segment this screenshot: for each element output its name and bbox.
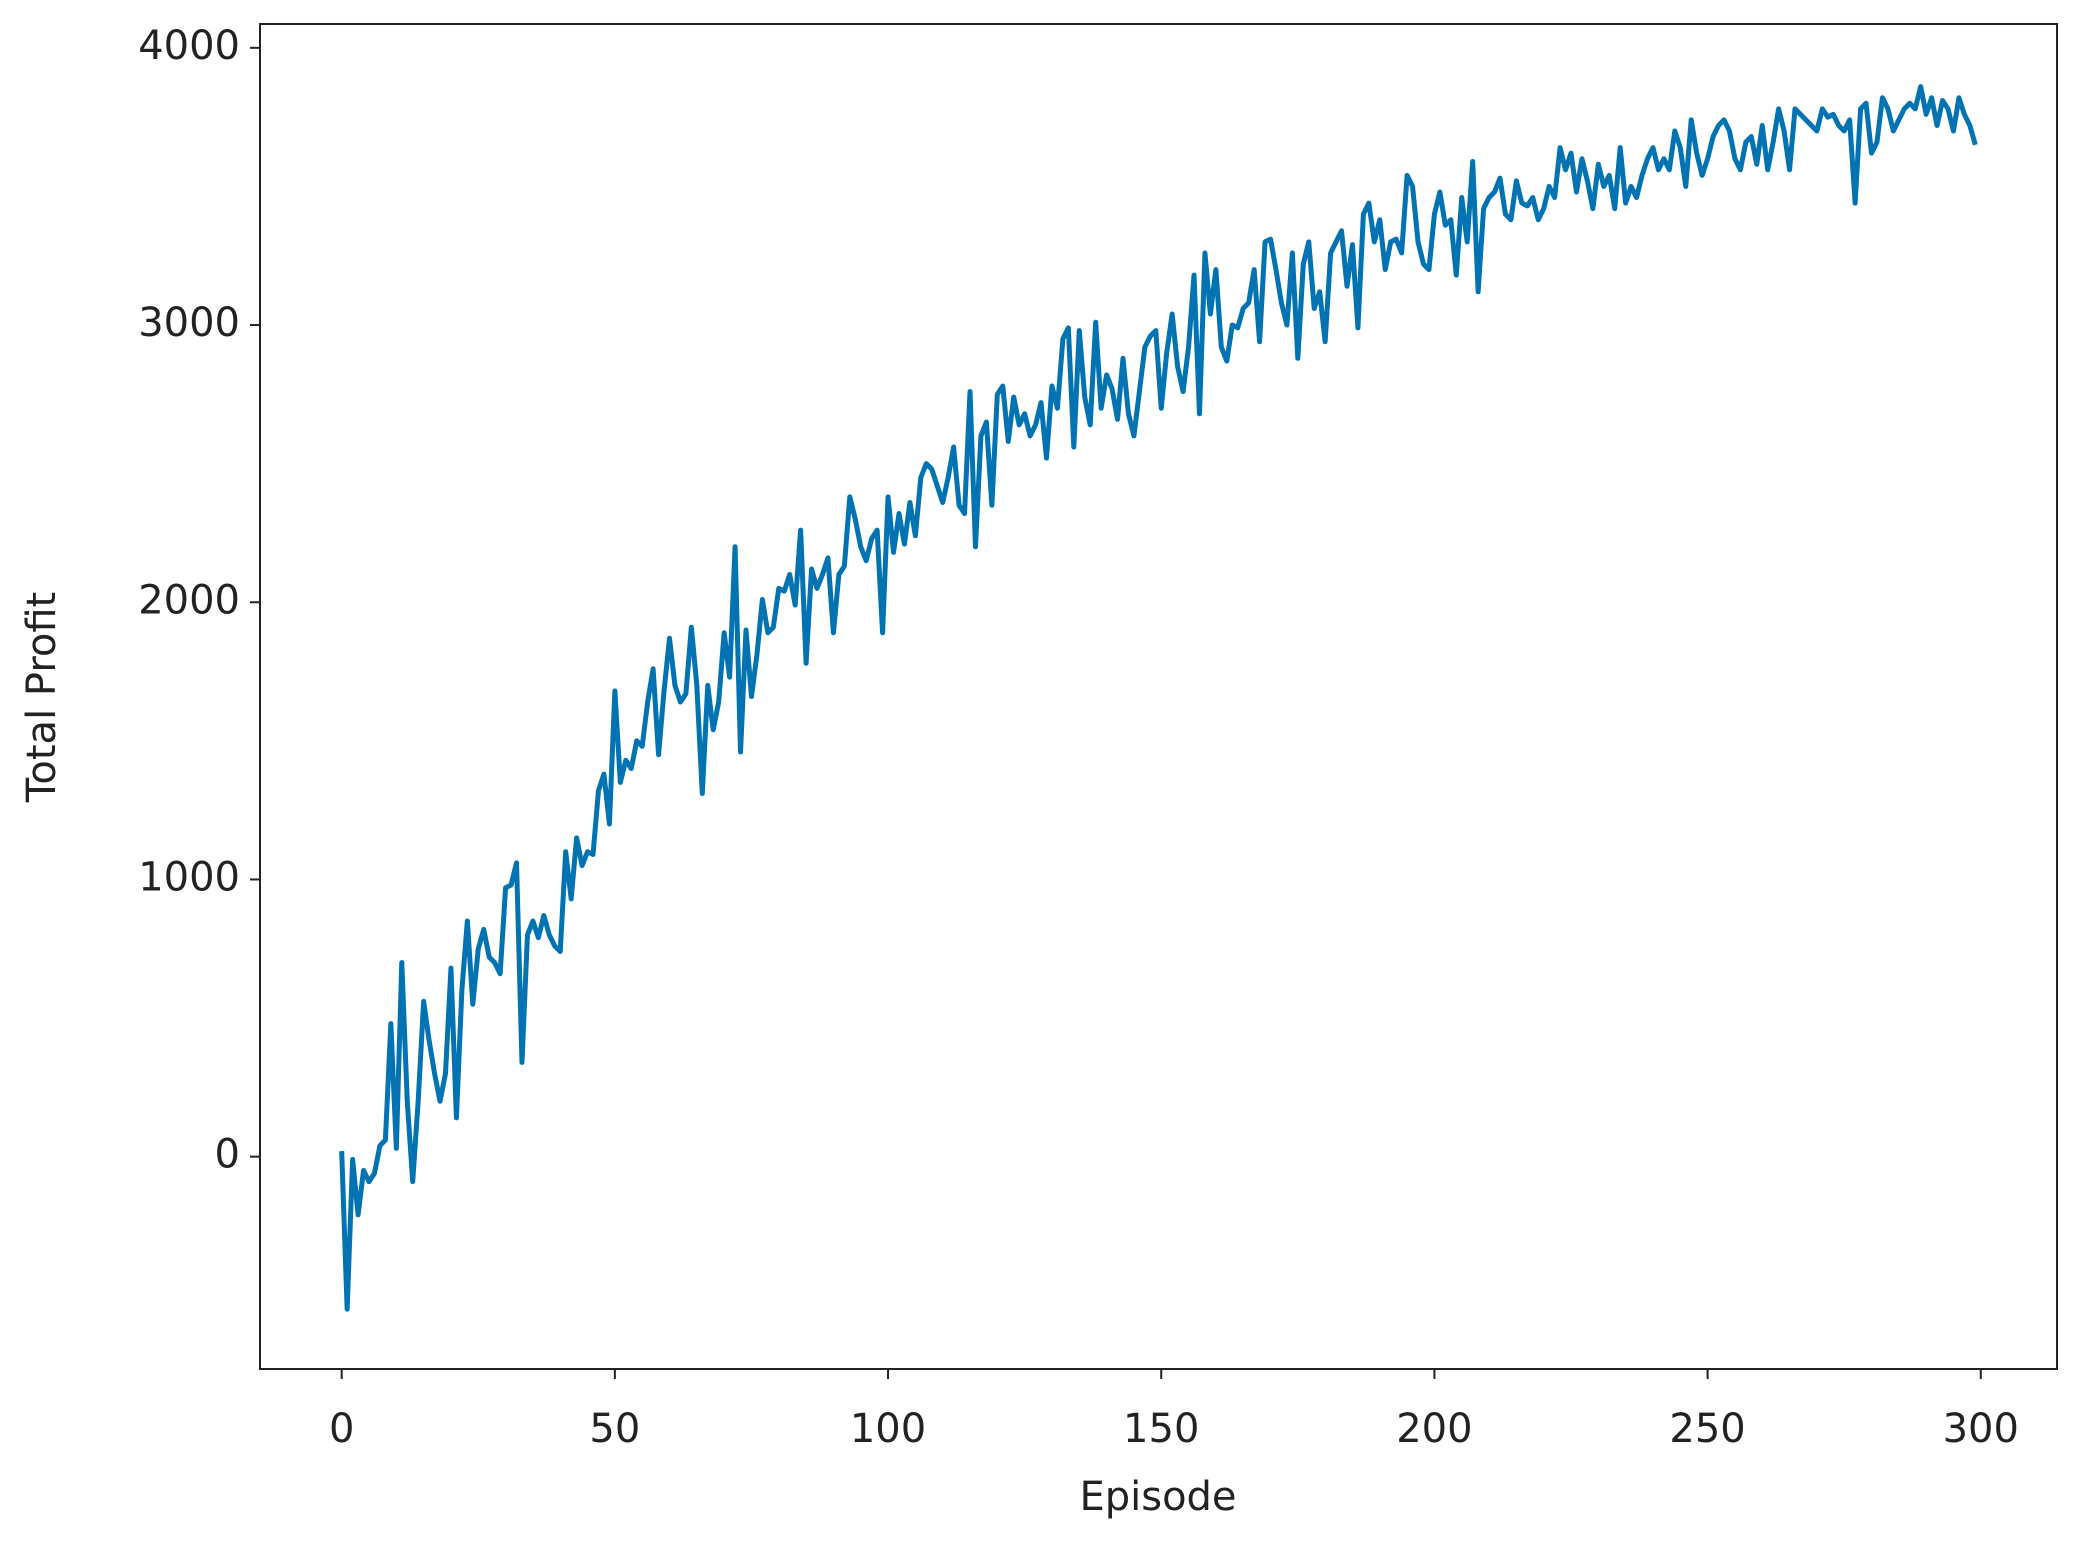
x-axis-label: Episode <box>1079 1474 1236 1520</box>
x-tick-label: 250 <box>1669 1406 1745 1452</box>
x-tick-label: 150 <box>1123 1406 1199 1452</box>
y-tick-label: 0 <box>215 1132 240 1178</box>
x-tick-label: 300 <box>1943 1406 2019 1452</box>
y-axis-label: Total Profit <box>19 592 65 803</box>
x-tick-label: 50 <box>589 1406 640 1452</box>
line-series <box>339 84 1978 1312</box>
y-tick-label: 3000 <box>138 300 240 346</box>
y-tick-label: 2000 <box>138 577 240 623</box>
x-tick-label: 0 <box>329 1406 354 1452</box>
x-tick-label: 200 <box>1396 1406 1472 1452</box>
plot-frame <box>259 23 2058 1370</box>
y-tick-label: 1000 <box>138 854 240 900</box>
x-tick-label: 100 <box>850 1406 926 1452</box>
y-tick-label: 4000 <box>138 23 240 69</box>
